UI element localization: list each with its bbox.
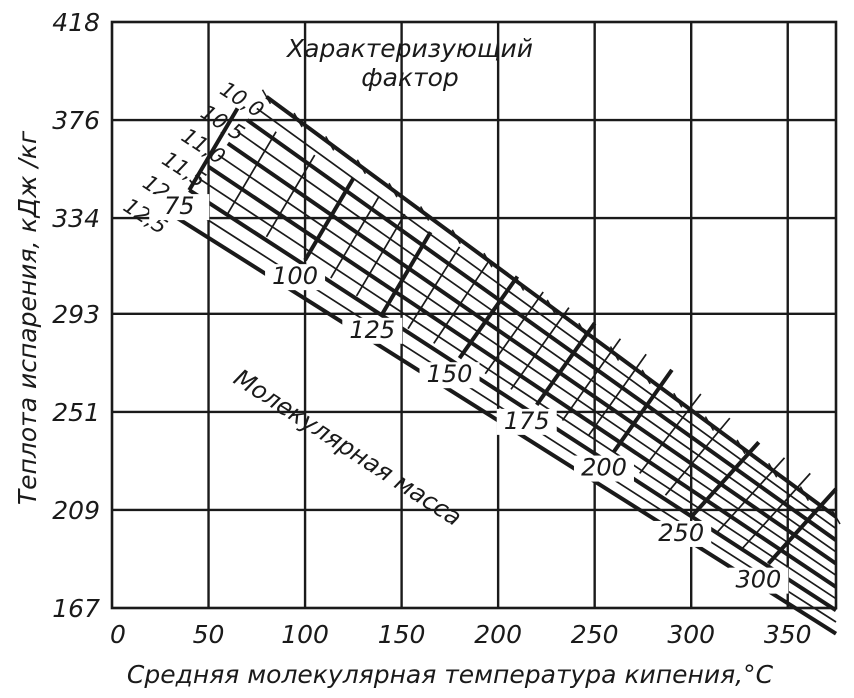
factor-line	[207, 165, 838, 589]
hatch-mark	[704, 416, 715, 431]
hatch-mark	[673, 392, 683, 408]
mass-line-label: 150	[427, 360, 473, 388]
hatch-mark	[799, 486, 810, 501]
mass-line-label: 175	[504, 407, 550, 435]
plot-frame	[110, 20, 838, 610]
y-tick-label: 251	[52, 398, 100, 427]
hatch-mark	[578, 322, 588, 338]
mass-line-label: 250	[658, 519, 704, 547]
mass-line	[766, 487, 838, 565]
hatch-mark	[546, 299, 556, 315]
y-tick-label: 293	[52, 300, 100, 329]
mass-line-intermediate	[227, 131, 277, 214]
mass-line	[612, 368, 674, 453]
factor-line-intermediate	[237, 131, 837, 553]
y-tick-labels: 418 376 334 293 251 209 167	[52, 8, 100, 623]
hatch-mark	[325, 136, 335, 151]
mass-label-background	[573, 455, 634, 482]
y-tick-label: 334	[52, 204, 100, 233]
mass-label-background	[342, 317, 403, 344]
mass-line-intermediate	[742, 472, 811, 549]
hatch-mark	[768, 462, 778, 478]
hatch-mark	[356, 159, 367, 175]
x-tick-label: 350	[764, 620, 812, 649]
mass-line-intermediate	[587, 353, 647, 437]
mass-label-background	[419, 362, 480, 389]
mass-line-label: 100	[272, 262, 318, 290]
y-tick-label: 376	[52, 106, 100, 135]
grid	[112, 22, 836, 608]
mass-label-background	[496, 408, 557, 435]
hatch-mark	[293, 112, 303, 128]
mass-label-background	[149, 194, 210, 221]
factor-line	[226, 141, 838, 566]
x-tick-label: 150	[378, 620, 426, 649]
mass-line-intermediate	[484, 291, 544, 375]
mass-line	[535, 322, 597, 407]
mass-label-background	[728, 567, 789, 594]
y-tick-label: 167	[52, 594, 100, 623]
factor-line	[245, 118, 838, 542]
y-axis-title: Теплота испарения, кДж /кг	[13, 130, 42, 505]
x-tick-label: 200	[474, 620, 522, 649]
hatch-mark	[483, 252, 493, 268]
hatch-mark	[609, 346, 620, 361]
mass-line	[380, 231, 433, 315]
x-axis-title: Средняя молекулярная температура кипения…	[127, 660, 774, 689]
x-tick-label: 300	[667, 620, 715, 649]
hatch-mark	[514, 276, 525, 291]
x-tick-label: 50	[193, 620, 225, 649]
y-tick-label: 209	[52, 496, 100, 525]
mass-line-label: 75	[164, 192, 195, 220]
mass-line-label: 125	[349, 316, 395, 344]
factor-title-line1: Характеризующий	[285, 34, 533, 63]
nomogram-lines	[168, 89, 841, 636]
x-tick-labels: 0 50 100 150 200 250 300 350	[110, 620, 812, 649]
mass-line	[187, 107, 240, 192]
mass-line	[689, 440, 761, 519]
mass-title: Молекулярная масса	[229, 364, 467, 532]
x-tick-label: 250	[571, 620, 619, 649]
y-tick-label: 418	[52, 8, 100, 37]
hatch-mark	[451, 229, 461, 245]
mass-line-intermediate	[265, 154, 316, 238]
hatch-mark	[420, 206, 430, 221]
x-tick-label: 100	[281, 620, 329, 649]
x-tick-label: 0	[110, 620, 126, 649]
mass-label-background	[265, 264, 326, 291]
hatch-mark	[388, 182, 398, 198]
mass-line-label: 200	[581, 454, 627, 482]
hatch-mark	[261, 89, 272, 105]
mass-line	[457, 275, 520, 360]
mass-line	[303, 177, 356, 262]
line-labels: 10,010,511,011,512,012,57510012515017520…	[119, 77, 789, 594]
hatch-mark	[641, 369, 651, 385]
mass-label-background	[651, 520, 712, 547]
factor-line-intermediate	[198, 177, 837, 600]
factor-line	[188, 188, 838, 613]
hatch-mark	[736, 439, 746, 455]
factor-title-line2: фактор	[361, 63, 459, 92]
mass-line-label: 300	[736, 566, 782, 594]
